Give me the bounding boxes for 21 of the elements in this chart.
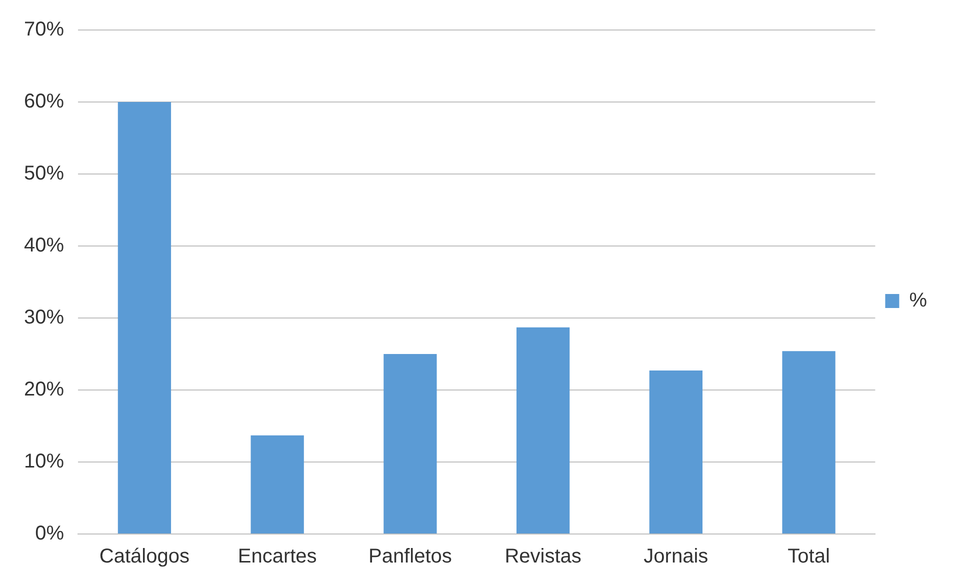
x-tick-label: Encartes (238, 546, 317, 568)
y-tick-label: 60% (24, 90, 64, 113)
x-tick-label: Revistas (504, 546, 582, 568)
y-tick-label: 70% (24, 18, 64, 41)
x-tick-label: Total (788, 546, 830, 568)
y-tick-label: 40% (24, 234, 64, 257)
bar (384, 354, 437, 534)
bar (250, 435, 304, 534)
bar (782, 351, 836, 534)
bar (516, 327, 570, 534)
bar (118, 102, 172, 534)
y-tick-label: 30% (24, 306, 64, 329)
y-tick-label: 10% (24, 450, 64, 473)
y-tick-label: 50% (24, 162, 64, 185)
x-tick-label: Panfletos (368, 546, 452, 568)
legend-label: % (909, 290, 928, 312)
x-tick-label: Jornais (644, 546, 708, 568)
y-tick-label: 20% (24, 378, 64, 401)
x-tick-label: Catálogos (99, 546, 190, 568)
y-tick-label: 0% (35, 522, 64, 545)
bar (649, 370, 702, 534)
